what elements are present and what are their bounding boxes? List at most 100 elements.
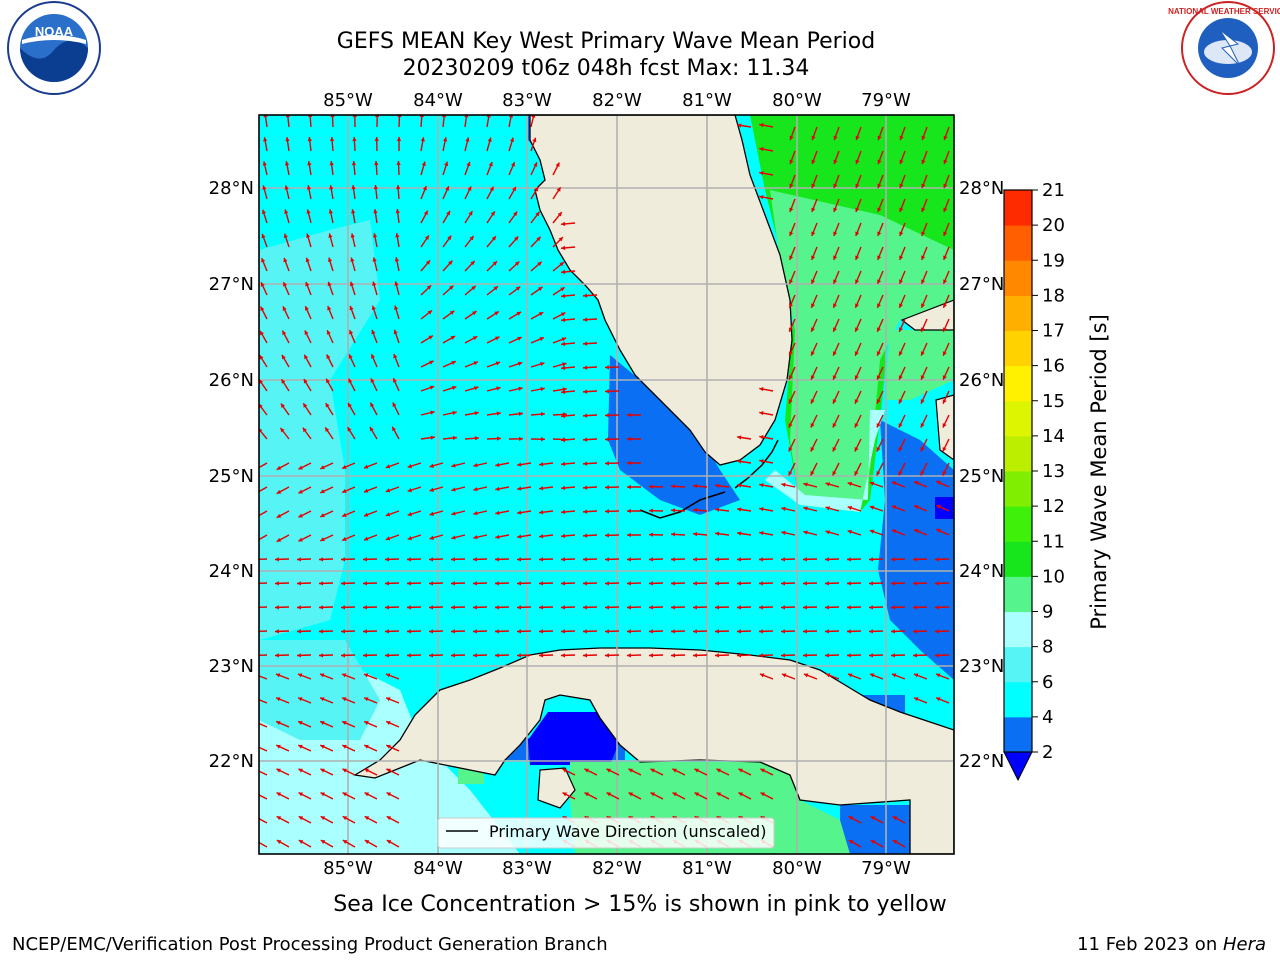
wave-arrow — [789, 150, 796, 165]
wave-arrow — [942, 438, 950, 452]
wave-arrow — [890, 581, 906, 586]
wave-arrow — [508, 137, 515, 152]
wave-arrow — [780, 629, 796, 634]
wave-arrow — [811, 126, 818, 141]
wave-arrow — [420, 284, 432, 296]
colorbar-segment — [1004, 471, 1032, 507]
wave-arrow — [582, 653, 598, 658]
wave-arrow — [530, 311, 544, 320]
wave-arrow — [899, 150, 906, 165]
wave-arrow — [935, 697, 950, 704]
wave-arrow — [420, 235, 430, 248]
wave-arrow — [429, 510, 444, 516]
wave-arrow — [364, 815, 378, 824]
wave-arrow — [833, 246, 840, 261]
wave-arrow — [781, 530, 796, 536]
wave-arrow — [341, 697, 356, 704]
wave-arrow — [282, 306, 290, 320]
wave-arrow — [539, 510, 554, 515]
wave-arrow — [876, 414, 884, 428]
wave-arrow — [692, 507, 708, 513]
wave-arrow — [942, 390, 950, 404]
wave-arrow — [847, 505, 862, 512]
wave-arrow — [464, 285, 477, 296]
colorbar-tick-label: 18 — [1042, 285, 1065, 306]
wave-arrow — [759, 673, 774, 680]
wave-arrow — [384, 605, 400, 610]
wave-arrow — [420, 410, 435, 416]
wave-arrow — [854, 414, 862, 428]
wave-arrow — [464, 411, 479, 416]
wave-arrow — [943, 222, 950, 237]
wave-arrow — [626, 629, 642, 634]
lat-label-left: 25°N — [209, 466, 254, 487]
wave-arrow — [396, 136, 402, 152]
wave-arrow — [714, 653, 730, 658]
wave-arrow — [913, 673, 928, 680]
wave-arrow — [846, 557, 862, 562]
wave-arrow — [340, 605, 356, 610]
wave-arrow — [898, 318, 906, 333]
wave-arrow — [306, 209, 312, 224]
wave-arrow — [582, 629, 598, 634]
wave-arrow — [472, 653, 488, 658]
wave-arrow — [552, 387, 567, 392]
wave-arrow — [943, 198, 950, 213]
lat-label-right: 23°N — [959, 656, 1004, 677]
wave-arrow — [473, 462, 488, 468]
wave-arrow — [847, 529, 862, 536]
wave-arrow — [854, 366, 862, 381]
wave-arrow — [530, 137, 537, 152]
wave-arrow — [898, 390, 906, 404]
wave-arrow — [935, 528, 950, 536]
wave-arrow — [833, 174, 840, 189]
wave-arrow — [780, 557, 796, 562]
wave-arrow — [833, 150, 840, 165]
wave-arrow — [296, 629, 312, 634]
wave-arrow — [495, 486, 510, 491]
wave-arrow — [420, 185, 427, 200]
wave-arrow — [442, 285, 454, 296]
wave-arrow — [530, 162, 538, 176]
wave-arrow — [877, 126, 884, 141]
wave-arrow — [284, 185, 290, 200]
wave-arrow — [516, 653, 532, 658]
wave-arrow — [262, 185, 268, 200]
wave-arrow — [464, 260, 476, 272]
wave-arrow — [552, 337, 567, 344]
lon-label-top: 81°W — [682, 90, 732, 111]
wave-arrow — [912, 629, 928, 634]
wave-arrow — [319, 510, 334, 518]
colorbar-tick-label: 14 — [1042, 426, 1065, 447]
wave-arrow — [420, 137, 425, 152]
wave-arrow — [560, 509, 576, 515]
land-bahamas-north — [900, 299, 954, 331]
wave-arrow — [494, 605, 510, 610]
wave-arrow — [494, 629, 510, 634]
wave-arrow — [604, 533, 620, 538]
wave-arrow — [935, 480, 950, 488]
wave-arrow — [759, 459, 774, 464]
period-zone-east-blue — [878, 420, 954, 680]
wave-arrow — [517, 534, 532, 539]
wave-arrow — [351, 185, 356, 200]
wave-arrow — [789, 246, 796, 261]
wave-arrow — [942, 294, 950, 309]
wave-arrow — [262, 161, 268, 176]
colorbar-segment — [1004, 435, 1032, 472]
lat-label-right: 22°N — [959, 751, 1004, 772]
wave-arrow — [650, 768, 664, 776]
wave-arrow — [351, 161, 357, 176]
wave-arrow — [348, 354, 356, 368]
wave-arrow — [486, 186, 495, 200]
wave-arrow — [508, 436, 524, 442]
wave-arrow — [318, 557, 334, 562]
wave-arrow — [451, 534, 466, 540]
wave-arrow — [340, 581, 356, 586]
wave-arrow — [304, 330, 312, 344]
wave-arrow — [737, 459, 752, 464]
wave-arrow — [736, 653, 752, 658]
wave-arrow — [560, 461, 576, 467]
wave-arrow — [788, 414, 796, 428]
wave-arrow — [384, 557, 400, 562]
